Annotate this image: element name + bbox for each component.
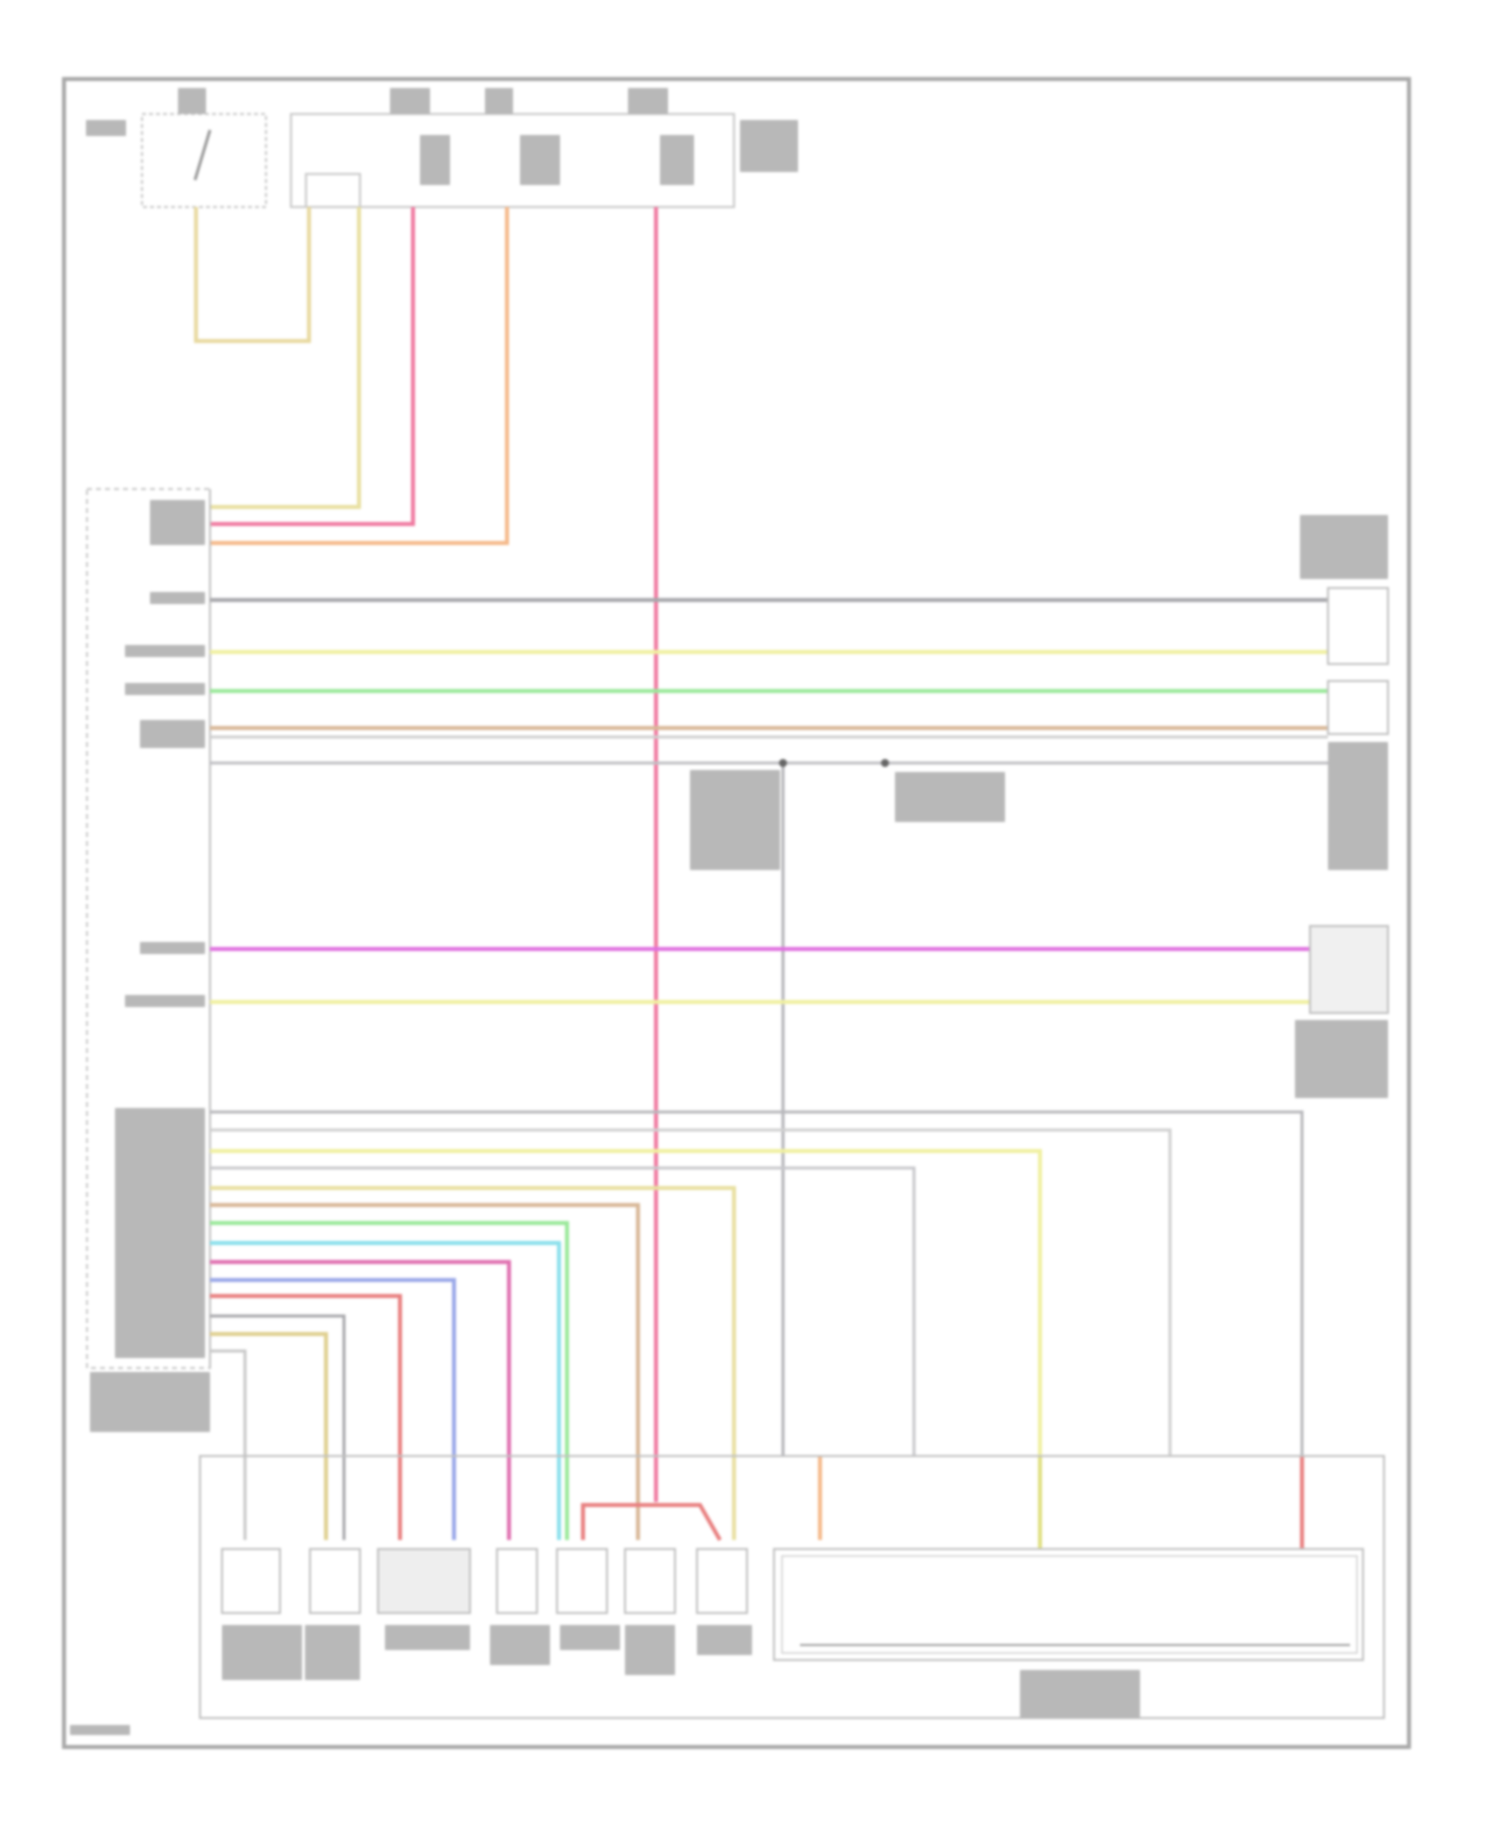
wire-bus-7 — [210, 1221, 569, 1540]
transmission-assembly-box — [199, 1455, 1385, 1719]
solenoid-2-box — [556, 1548, 608, 1614]
wire-bus-12 — [210, 1314, 346, 1540]
top-labels — [86, 88, 798, 185]
splice-dot-1 — [779, 759, 787, 767]
sensor-box-1 — [1327, 587, 1389, 665]
ignition-switch-box — [141, 113, 267, 208]
wire-bus-1 — [210, 1110, 1304, 1456]
input-sensor-box — [377, 1548, 471, 1614]
ignition-switch-contact — [193, 129, 212, 181]
right-labels — [690, 515, 1388, 1098]
speed-sensor-box — [309, 1548, 361, 1614]
solenoid-1-box — [496, 1548, 538, 1614]
bottom-components — [70, 1548, 1364, 1735]
wire-bus-13 — [210, 1332, 328, 1540]
solenoid-4-box — [696, 1548, 748, 1614]
sensor-box-3 — [1309, 925, 1389, 1014]
wire-bus-6 — [210, 1203, 640, 1540]
wire-bus-10 — [210, 1278, 456, 1540]
left-labels — [90, 500, 210, 1432]
wire-bus-8 — [210, 1241, 561, 1540]
range-switch-box — [773, 1548, 1364, 1661]
wire-yellow-to-module — [210, 207, 361, 509]
wire-bus-11 — [210, 1294, 402, 1540]
wire-bus-5 — [210, 1186, 736, 1540]
sensor-box-2 — [1327, 680, 1389, 735]
diagram-frame — [62, 77, 1411, 1749]
jumper-loop — [305, 173, 361, 208]
wire-orange-to-module — [210, 207, 509, 545]
wire-bus-2 — [210, 1128, 1172, 1456]
range-switch-inner — [781, 1555, 1358, 1654]
wire-bus-9 — [210, 1260, 511, 1540]
wire-red-jumper — [581, 1503, 722, 1541]
wire-yellow-ignition — [194, 207, 311, 343]
wire-pink-to-module — [210, 207, 415, 526]
splice-dot-2 — [881, 759, 889, 767]
solenoid-3-box — [624, 1548, 676, 1614]
temp-sensor-box — [221, 1548, 281, 1614]
wire-bus-4 — [210, 1166, 916, 1456]
wire-bus-3 — [210, 1149, 1042, 1456]
wire-bus-14 — [210, 1349, 247, 1540]
